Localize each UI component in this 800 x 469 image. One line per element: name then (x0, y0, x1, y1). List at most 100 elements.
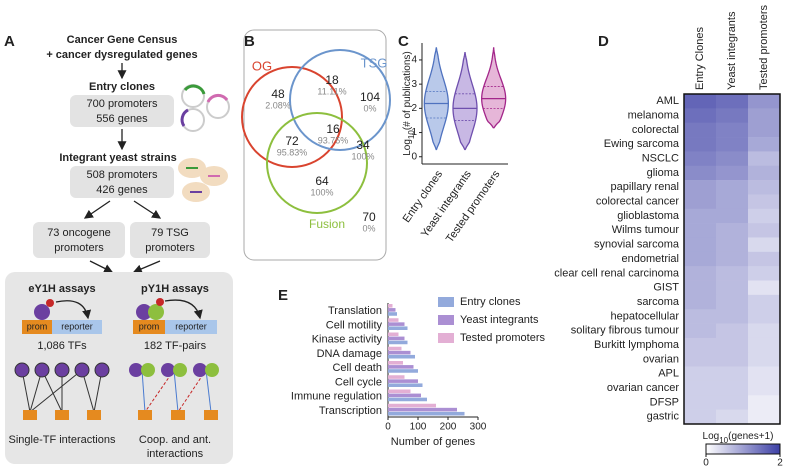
yeast-icons (178, 158, 228, 202)
bar (388, 365, 414, 369)
tf-icon (148, 304, 164, 320)
step-text: 556 genes (96, 113, 148, 125)
assay-title: eY1H assays (28, 283, 95, 295)
heat-cell (748, 294, 781, 310)
colorbar (705, 443, 781, 455)
heat-cell (748, 94, 781, 109)
heat-cell (684, 180, 717, 195)
legend-label: Entry clones (460, 296, 521, 308)
row-label: sarcoma (637, 296, 680, 308)
step-text: promoters (145, 242, 195, 254)
prom-text: prom (27, 321, 48, 331)
heat-cell (748, 337, 781, 353)
y-tick-label: 1 (411, 127, 417, 138)
assay-caption: Single-TF interactions (9, 434, 116, 446)
reporter-box (165, 320, 217, 334)
heat-cell (748, 108, 781, 123)
heat-cell (748, 251, 781, 267)
heat-cell (716, 395, 749, 410)
x-tick-label: 100 (410, 422, 427, 433)
heat-cell (716, 366, 749, 382)
heat-cell (748, 309, 781, 324)
violin-body (481, 47, 507, 129)
heat-cell (716, 151, 749, 167)
venn-percent: 2.08% (265, 100, 291, 110)
heat-cell (684, 137, 717, 152)
row-label: ovarian (643, 353, 679, 365)
bar (388, 361, 403, 365)
heat-cell (684, 165, 717, 181)
reporter-text: reporter (61, 321, 93, 331)
step-box (33, 222, 125, 258)
row-label: clear cell renal carcinoma (554, 267, 680, 279)
assay-caption: interactions (147, 448, 204, 460)
label-part: Log (402, 139, 413, 156)
row-label: colorectal (632, 124, 679, 136)
venn-count: 104 (360, 90, 380, 104)
pair-tf-network (129, 363, 219, 420)
venn-percent: 11.11% (317, 86, 346, 96)
bar (388, 318, 399, 322)
step-text: 73 oncogene (47, 227, 111, 239)
heat-cell (684, 223, 717, 238)
heat-cell (748, 223, 781, 238)
heat-cell (716, 280, 749, 296)
heat-cell (748, 180, 781, 195)
bar (388, 332, 399, 337)
tf-icon (46, 299, 54, 307)
label-part: Log (703, 431, 720, 442)
x-tick-label: 0 (385, 422, 391, 433)
venn-count: 72 (285, 134, 299, 148)
row-label: solitary fibrous tumour (571, 325, 680, 337)
heat-cell (684, 395, 717, 410)
y-tick-label: 2 (411, 103, 417, 114)
arrow (132, 260, 161, 274)
heat-cell (748, 380, 781, 396)
axis-label: Log10(# of publications) (402, 51, 416, 156)
y-tick-label: 4 (411, 55, 417, 66)
heat-cell (684, 208, 717, 224)
violin-body (423, 47, 449, 151)
heat-cell (684, 294, 717, 310)
row-label: NSCLC (642, 152, 679, 164)
heat-cell (716, 137, 749, 152)
bar (388, 336, 405, 341)
source-text: Cancer Gene Census (67, 34, 178, 46)
venn-set (266, 112, 368, 214)
assay-count: 1,086 TFs (37, 340, 87, 352)
y-tick-label: DNA damage (317, 348, 382, 360)
heat-cell (716, 266, 749, 281)
label-part: (genes+1) (728, 431, 773, 442)
colorbar-tick-label: 0 (703, 458, 709, 469)
row-label: ovarian cancer (607, 382, 679, 394)
venn-count: 16 (326, 122, 340, 136)
heatmap-frame (683, 93, 781, 425)
heat-cell (748, 280, 781, 296)
plasmid-icons (180, 84, 230, 132)
step-text: 700 promoters (87, 98, 158, 110)
arrow (164, 299, 203, 320)
row-label: Wilms tumour (612, 224, 680, 236)
row-label: GIST (653, 282, 679, 294)
heat-cell (684, 380, 717, 396)
tf-icon (136, 304, 152, 320)
bar (388, 379, 418, 383)
heat-cell (748, 208, 781, 224)
row-label: APL (658, 368, 679, 380)
legend-swatch (438, 333, 454, 343)
bar (388, 393, 421, 398)
bar (388, 322, 405, 326)
venn-percent: 93.75% (318, 135, 349, 145)
source-text: + cancer dysregulated genes (46, 49, 197, 61)
heat-cell (716, 165, 749, 181)
bar (388, 354, 415, 359)
heat-cell (684, 94, 717, 109)
label-part: 10 (407, 130, 416, 139)
step-box (70, 166, 174, 198)
heat-cell (748, 122, 781, 138)
heat-cell (716, 180, 749, 195)
heat-cell (716, 352, 749, 367)
bar (388, 350, 411, 355)
legend-label: Yeast integrants (460, 314, 539, 326)
bar (388, 312, 397, 316)
